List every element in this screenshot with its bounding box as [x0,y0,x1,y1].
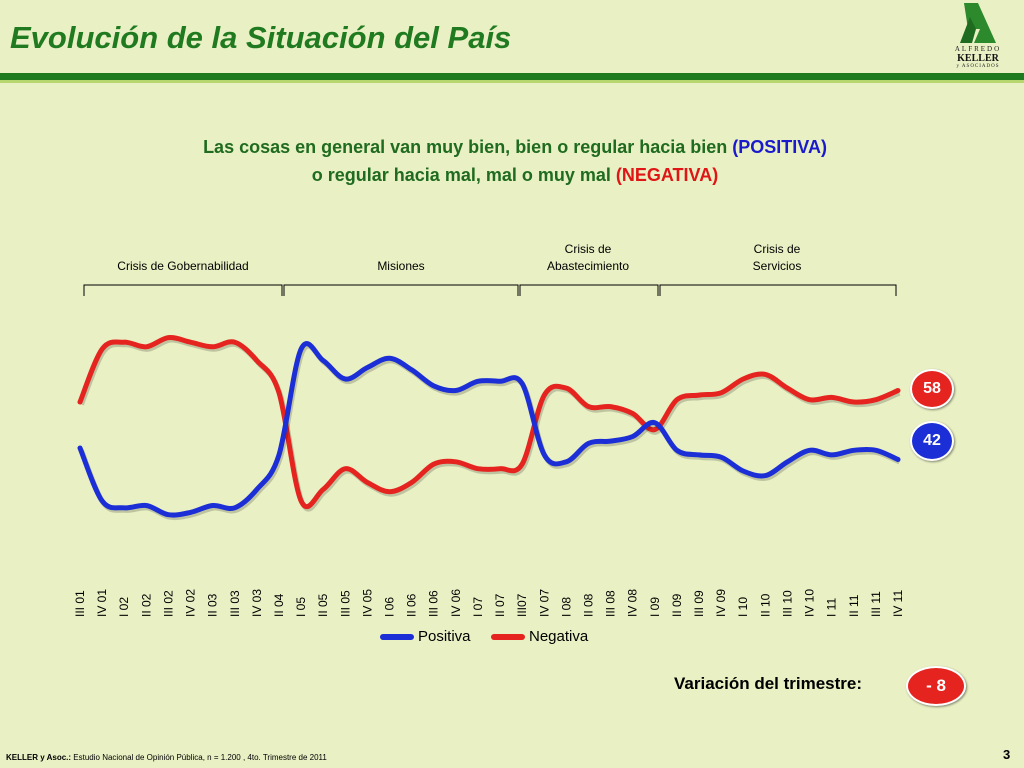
x-tick-label: II 08 [581,593,595,617]
page-title: Evolución de la Situación del País [10,20,512,55]
x-tick-label: III 02 [161,590,175,617]
question-text-positive: Las cosas en general van muy bien, bien … [203,137,728,157]
source-text: Estudio Nacional de Opinión Pública, n =… [73,753,327,762]
x-tick-label: IV 10 [803,589,817,617]
x-tick-label: IV 08 [626,589,640,617]
header-divider-light [0,80,1024,83]
period-label-gobernabilidad: Crisis de Gobernabilidad [117,259,249,273]
company-logo: ALFREDO KELLER y ASOCIADOS [946,3,1010,71]
x-tick-label: I 08 [559,597,573,617]
variation-label: Variación del trimestre: [674,674,863,693]
end-label-positiva: 42 [910,421,954,461]
x-tick-label: III 06 [427,590,441,617]
chart-question: Las cosas en general van muy bien, bien … [100,133,930,189]
x-tick-label: I 09 [648,597,662,617]
x-tick-label: II 02 [139,593,153,617]
logo-mark-icon [960,3,996,43]
bracket-abastecimiento [519,284,659,296]
x-tick-label: III 11 [869,591,883,617]
bracket-servicios [659,284,897,296]
period-label-servicios: Crisis de Servicios [752,242,802,273]
x-tick-label: I 10 [736,597,750,617]
bracket-gobernabilidad [83,284,283,296]
logo-text-alfredo: ALFREDO [954,45,1002,53]
series-lines [77,335,901,521]
logo-text-keller: KELLER [957,53,999,64]
x-tick-label: I 11 [825,598,839,617]
x-tick-label: IV 02 [184,589,198,617]
question-line-1: Las cosas en general van muy bien, bien … [100,133,930,161]
x-tick-label: III 03 [228,590,242,617]
question-line-2: o regular hacia mal, mal o muy mal (NEGA… [100,161,930,189]
header-divider [0,73,1024,80]
x-tick-label: IV 03 [250,589,264,617]
question-text-negative: o regular hacia mal, mal o muy mal [311,165,611,185]
x-tick-label: II 10 [758,593,772,617]
series-line-negativa [77,335,901,510]
x-tick-label: IV 07 [537,589,551,617]
logo-text-asociados: y ASOCIADOS [956,64,1000,69]
variation-value: - 8 [906,666,966,706]
x-tick-label: III 10 [780,590,794,617]
page-number: 3 [1003,747,1011,762]
bracket-misiones [283,284,519,296]
x-tick-label: IV 05 [360,589,374,617]
x-tick-label: II 11 [847,594,861,617]
end-label-negativa: 58 [910,369,954,409]
x-axis-labels: III 01 IV 01 I 02 II 02 III 02 IV 02 II 03 III … [73,589,905,617]
period-brackets [83,284,897,296]
series-shadow-negativa [79,337,901,512]
x-tick-label: II 03 [206,593,220,617]
period-label-abastecimiento: Crisis de Abastecimiento [546,242,630,273]
period-label-misiones: Misiones [377,259,425,273]
x-tick-label: IV 01 [95,589,109,617]
x-tick-label: IV 09 [714,589,728,617]
x-tick-label: III 05 [338,590,352,617]
legend-swatch-negativa [491,633,525,640]
x-tick-label: I 02 [117,597,131,617]
legend-label-negativa: Negativa [529,628,589,645]
x-tick-label: II 05 [316,593,330,617]
x-tick-label: III 08 [604,590,618,617]
x-tick-label: II 06 [405,593,419,617]
legend-swatch-positiva [380,633,414,640]
legend-label-positiva: Positiva [418,628,471,645]
x-tick-label: I 05 [294,597,308,617]
series-shadow-positiva [79,343,901,521]
x-tick-label: II 04 [272,593,286,617]
negative-highlight: (NEGATIVA) [615,165,719,185]
source-note: KELLER y Asoc.: Estudio Nacional de Opin… [6,753,327,762]
x-tick-label: III 09 [692,590,706,617]
x-tick-label: I 06 [383,597,397,617]
x-tick-label: I 07 [471,597,485,617]
series-line-positiva [77,341,901,518]
source-bold: KELLER y Asoc.: [6,753,72,762]
x-tick-label: IV 06 [449,589,463,617]
legend-positiva: Positiva [380,628,471,645]
x-tick-label: IV 11 [891,590,905,617]
x-tick-label: II 09 [670,593,684,617]
x-tick-label: II 07 [493,593,507,617]
x-tick-label: III07 [515,593,529,617]
positive-highlight: (POSITIVA) [732,137,827,157]
legend-negativa: Negativa [491,628,588,645]
x-tick-label: III 01 [73,590,87,617]
